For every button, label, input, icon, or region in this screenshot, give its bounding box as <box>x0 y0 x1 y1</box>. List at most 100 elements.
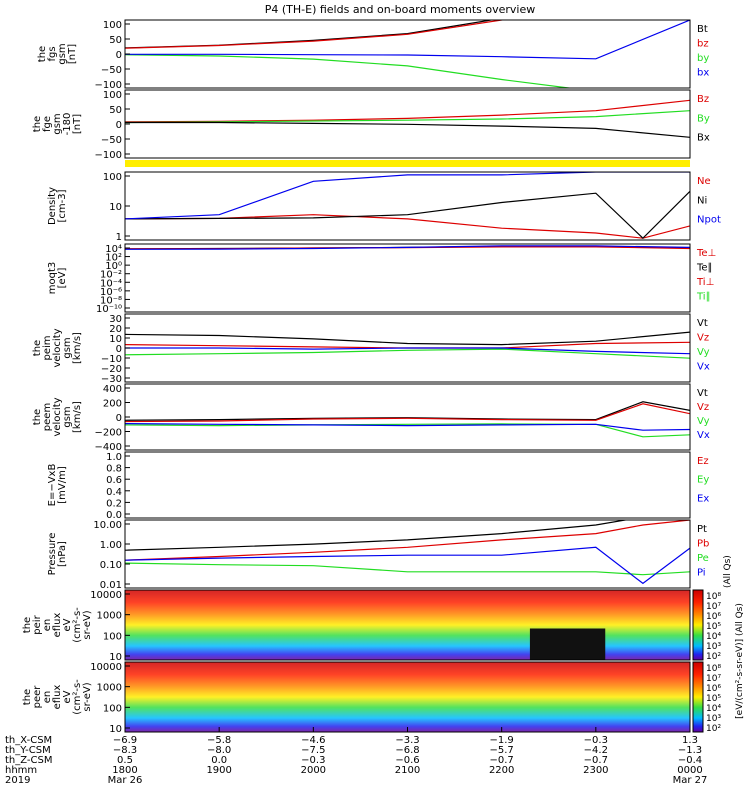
y-tick-label: 0.01 <box>100 580 122 591</box>
y-tick-label: −400 <box>95 442 122 453</box>
panel-frame <box>124 243 691 313</box>
y-tick-label: 1.00 <box>100 540 122 551</box>
y-tick-label: 100 <box>103 90 122 101</box>
panel-e_field: 1.00.80.60.40.20.0 E=−VxB [mV/m] Ez Ey Ex <box>47 451 709 521</box>
panel-frame <box>124 519 691 589</box>
y-tick-label: 10⁻⁸ <box>100 295 122 306</box>
y-tick-label: 100 <box>103 172 122 183</box>
legend-entry: Bt <box>697 24 708 35</box>
series-line-peem_velocity-1 <box>125 403 690 423</box>
y-tick-label: 10.00 <box>93 520 122 531</box>
panel-pressure: 10.00 1.00 0.10 0.01 Pressure [nPa] Pt Pb Pe Pi (A… <box>47 519 733 591</box>
panel-peir_eflux: 10000 1000 100 10 the peir en eflux eV (cm²-s-sr-… <box>22 589 691 663</box>
axis-value: 1.3 <box>682 735 698 746</box>
series-line-peem_velocity-0 <box>125 401 690 421</box>
y-tick-label: 10 <box>109 724 122 735</box>
colorbar-tick: 10⁴ <box>706 704 721 714</box>
legend-entry: Ex <box>697 493 709 504</box>
legend-entry: Bx <box>697 133 710 144</box>
y-axis-label: (cm²-s- <box>72 607 83 643</box>
y-tick-label: 50 <box>109 105 122 116</box>
legend-entry: Ez <box>697 456 709 467</box>
series-line-pressure-1 <box>125 520 690 561</box>
series-line-density-1 <box>125 190 690 240</box>
axis-row-label: hhmm <box>5 765 37 776</box>
series-line-peim_velocity-0 <box>125 331 690 346</box>
y-axis-label: peir <box>32 614 43 634</box>
series-line-peim_velocity-3 <box>125 347 690 355</box>
y-axis-label: eV <box>62 690 73 703</box>
y-tick-label: 10⁻¹⁰ <box>96 304 122 315</box>
legend-entry: Ti∥ <box>696 292 711 303</box>
y-tick-label: −50 <box>101 135 122 146</box>
legend-entry: Vx <box>697 362 710 373</box>
y-tick-label: 1.0 <box>106 452 122 463</box>
axis-value: −6.9 <box>113 735 137 746</box>
axis-value: −0.4 <box>678 755 702 766</box>
axis-value: 2100 <box>395 765 420 776</box>
axis-value: 1900 <box>206 765 231 776</box>
y-axis-label: (cm²-s- <box>72 679 83 715</box>
status-flag-bar <box>125 160 690 167</box>
y-axis-label: the <box>32 340 43 356</box>
y-tick-label: 0.8 <box>106 464 122 475</box>
y-tick-label: 10² <box>105 253 122 264</box>
y-tick-label: 1000 <box>97 611 122 622</box>
axis-value: 0.0 <box>211 755 227 766</box>
colorbar-tick: 10⁶ <box>706 684 721 694</box>
legend-entry: Pt <box>697 524 707 535</box>
y-tick-label: −30 <box>101 374 122 385</box>
legend-entry: bx <box>697 68 709 79</box>
axis-value: Mar 27 <box>673 775 708 786</box>
y-axis-label: gsm <box>57 43 68 64</box>
y-tick-label: 10000 <box>90 590 122 601</box>
series-line-peem_velocity-3 <box>125 423 690 431</box>
y-axis-label: peim <box>42 335 53 360</box>
axis-value: 2200 <box>489 765 514 776</box>
axis-value: −0.3 <box>301 755 325 766</box>
y-tick-label: 0 <box>116 50 122 61</box>
panel-frame <box>124 589 691 661</box>
y-tick-label: 0.0 <box>106 510 122 521</box>
legend-entry: Npot <box>697 215 721 226</box>
y-axis-label: the <box>37 46 48 62</box>
y-tick-label: 10⁻² <box>100 270 122 281</box>
y-axis-label: gsm <box>62 406 73 427</box>
panel-density: 100 10 1 Density [cm-3] Ne Ni Npot <box>47 171 721 243</box>
axis-value: −4.6 <box>301 735 325 746</box>
legend-entry: Ni <box>697 195 707 206</box>
legend-entry: Vt <box>697 318 708 329</box>
y-tick-label: 30 <box>109 314 122 325</box>
y-axis-label: [nPa] <box>57 541 68 567</box>
y-tick-label: 10⁰ <box>105 261 122 272</box>
y-tick-label: −100 <box>95 80 122 91</box>
series-line-fgs_gsm-1 <box>125 20 505 49</box>
series-line-fgs_gsm-2 <box>125 54 574 88</box>
y-tick-label: −200 <box>95 428 122 439</box>
y-axis-label: velocity <box>52 397 63 436</box>
axis-value: Mar 26 <box>108 775 143 786</box>
colorbar-strip <box>692 661 704 733</box>
legend-entry: Pi <box>697 568 706 579</box>
y-tick-label: 10 <box>109 202 122 213</box>
axis-value: −4.2 <box>584 745 608 756</box>
colorbar-tick: 10⁵ <box>706 694 721 704</box>
y-axis-label: [nT] <box>72 114 83 134</box>
y-tick-label: −10 <box>101 354 122 365</box>
axis-row-label: 2019 <box>5 775 30 786</box>
axis-value: 0000 <box>677 765 702 776</box>
y-tick-label: 100 <box>103 631 122 642</box>
axis-value: −0.6 <box>395 755 419 766</box>
series-line-fge_gsm-2 <box>125 121 690 138</box>
y-axis-label: eflux <box>52 685 63 710</box>
axis-row-label: th_Y-CSM <box>5 745 51 756</box>
legend-entry: Vy <box>697 347 710 358</box>
y-tick-label: 100 <box>103 703 122 714</box>
y-axis-label: eV <box>62 618 73 631</box>
y-tick-label: 0.4 <box>106 487 122 498</box>
y-axis-label: [nT] <box>67 44 78 64</box>
